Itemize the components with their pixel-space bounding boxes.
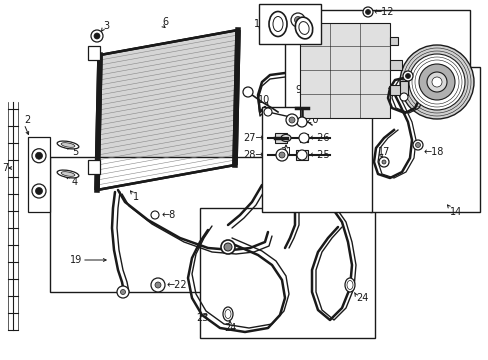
Bar	[28, 137, 50, 212]
Text: ←25: ←25	[309, 150, 330, 160]
Circle shape	[381, 160, 385, 164]
Circle shape	[296, 150, 306, 160]
Text: ←22: ←22	[167, 280, 187, 290]
Circle shape	[415, 143, 420, 148]
Text: 7: 7	[2, 163, 8, 173]
Circle shape	[405, 73, 409, 78]
Text: ←18: ←18	[423, 147, 444, 157]
Circle shape	[298, 133, 308, 143]
Text: 3: 3	[103, 21, 109, 31]
Circle shape	[224, 243, 231, 251]
Bar	[259, 4, 320, 44]
Text: 9: 9	[294, 85, 301, 95]
Bar	[50, 157, 274, 292]
Text: ←15: ←15	[413, 88, 434, 98]
Text: ←12: ←12	[373, 7, 394, 17]
Ellipse shape	[345, 278, 354, 292]
Bar	[299, 23, 389, 118]
Bar	[262, 107, 371, 212]
Circle shape	[408, 54, 464, 110]
Text: 14: 14	[449, 207, 461, 217]
Ellipse shape	[224, 310, 230, 319]
Circle shape	[402, 71, 412, 81]
Circle shape	[36, 188, 42, 194]
Polygon shape	[97, 30, 238, 190]
Circle shape	[412, 140, 422, 150]
Circle shape	[151, 278, 164, 292]
Text: ←20: ←20	[298, 115, 319, 125]
Ellipse shape	[281, 135, 290, 141]
Circle shape	[418, 64, 454, 100]
Ellipse shape	[346, 280, 352, 289]
Circle shape	[91, 30, 103, 42]
Ellipse shape	[223, 307, 232, 321]
Circle shape	[296, 117, 306, 127]
Text: ←29: ←29	[309, 110, 330, 120]
Text: 17: 17	[377, 147, 389, 157]
Circle shape	[399, 45, 473, 119]
Text: ←26: ←26	[309, 133, 330, 143]
Text: 23: 23	[196, 313, 208, 323]
Bar	[200, 208, 374, 338]
Text: 24: 24	[224, 323, 236, 333]
Ellipse shape	[268, 12, 286, 36]
Bar	[399, 81, 407, 95]
Text: 10: 10	[258, 95, 270, 105]
Circle shape	[32, 149, 46, 163]
Circle shape	[279, 152, 285, 158]
Text: 28→: 28→	[243, 150, 264, 160]
Circle shape	[431, 77, 441, 87]
Text: ←8: ←8	[162, 210, 176, 220]
Circle shape	[288, 117, 294, 123]
Ellipse shape	[57, 141, 79, 149]
Circle shape	[290, 13, 305, 27]
Circle shape	[94, 33, 100, 39]
Bar	[274, 133, 286, 143]
Ellipse shape	[272, 17, 283, 31]
Circle shape	[155, 282, 161, 288]
Ellipse shape	[61, 143, 75, 147]
Text: 21: 21	[279, 147, 292, 157]
Circle shape	[221, 240, 235, 254]
Circle shape	[426, 72, 446, 92]
Ellipse shape	[295, 17, 312, 39]
Circle shape	[36, 152, 42, 159]
Bar	[389, 60, 401, 70]
Ellipse shape	[61, 172, 75, 176]
Text: ←16: ←16	[413, 71, 433, 81]
Text: 5: 5	[72, 147, 78, 157]
Bar	[369, 67, 479, 212]
Text: 19: 19	[70, 255, 82, 265]
Circle shape	[294, 17, 301, 23]
Text: 6: 6	[162, 17, 168, 27]
Circle shape	[362, 7, 372, 17]
Bar	[389, 85, 401, 95]
Circle shape	[275, 149, 287, 161]
Circle shape	[151, 211, 159, 219]
Text: 24: 24	[355, 293, 367, 303]
Circle shape	[365, 9, 370, 14]
Circle shape	[264, 108, 271, 116]
Bar	[295, 150, 307, 160]
Bar	[389, 37, 397, 45]
Bar	[285, 10, 469, 130]
Bar	[88, 46, 100, 60]
Circle shape	[120, 289, 125, 294]
Ellipse shape	[57, 170, 79, 178]
Bar	[299, 134, 307, 142]
Ellipse shape	[298, 22, 308, 35]
Text: 1: 1	[133, 192, 139, 202]
Text: 13: 13	[463, 77, 475, 87]
Circle shape	[117, 286, 129, 298]
Text: 27→: 27→	[243, 133, 264, 143]
Text: 11: 11	[253, 19, 265, 29]
Bar	[88, 160, 100, 174]
Circle shape	[399, 93, 407, 101]
Circle shape	[32, 184, 46, 198]
Text: 4: 4	[72, 177, 78, 187]
Text: 2: 2	[24, 115, 30, 125]
Circle shape	[285, 114, 297, 126]
Circle shape	[378, 157, 388, 167]
Circle shape	[243, 87, 252, 97]
